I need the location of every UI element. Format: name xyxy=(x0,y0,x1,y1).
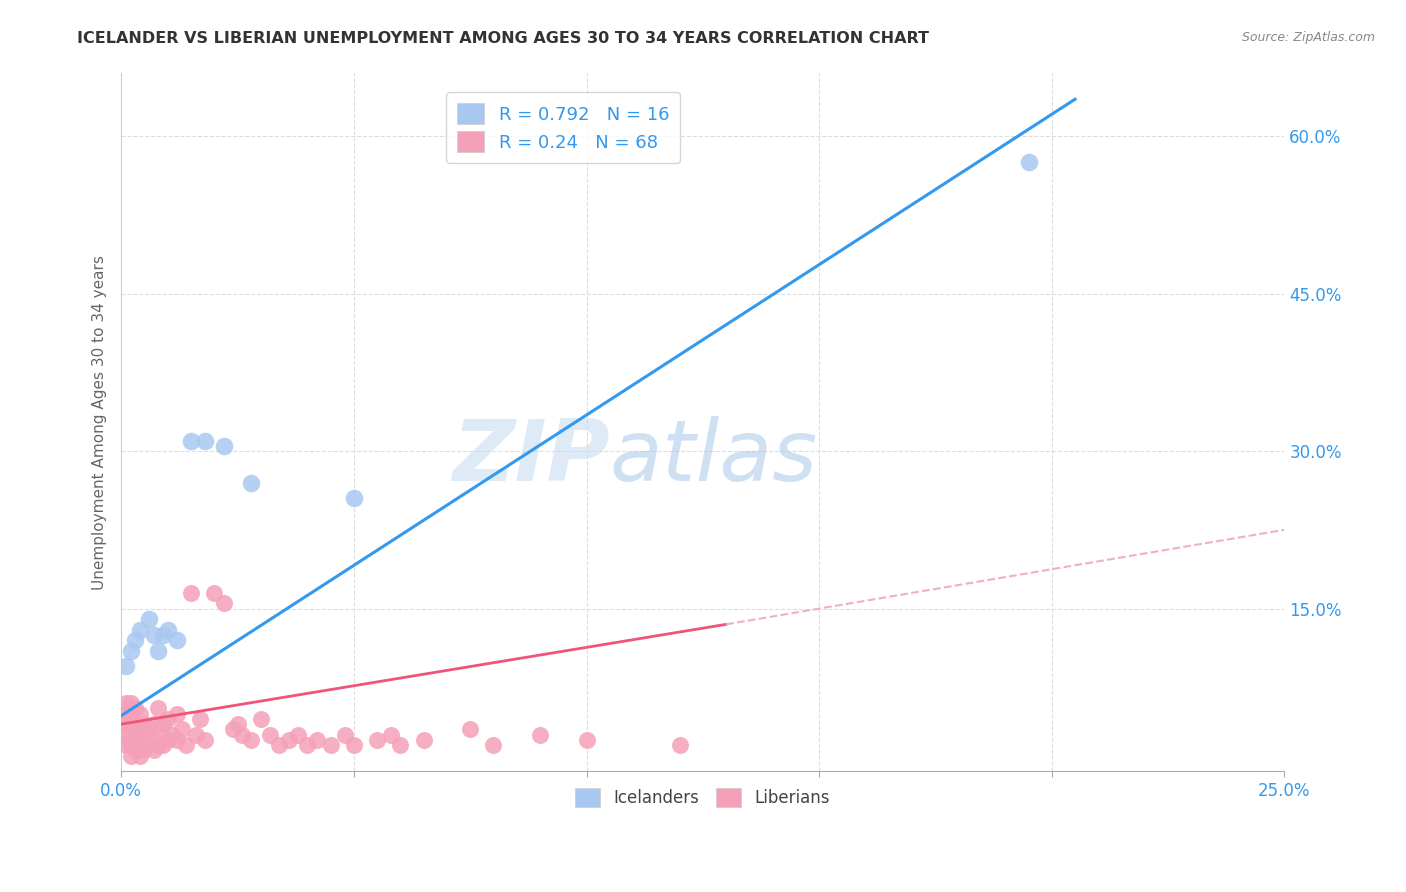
Point xyxy=(156,623,179,637)
Point xyxy=(134,743,156,757)
Point xyxy=(482,738,505,752)
Point xyxy=(156,732,179,747)
Point xyxy=(124,633,146,648)
Point xyxy=(128,723,150,737)
Point xyxy=(166,706,188,721)
Point xyxy=(319,738,342,752)
Point xyxy=(120,748,142,763)
Point xyxy=(142,743,165,757)
Point xyxy=(231,728,253,742)
Point xyxy=(152,738,174,752)
Point xyxy=(226,717,249,731)
Point xyxy=(170,723,193,737)
Point xyxy=(249,712,271,726)
Point xyxy=(1018,155,1040,169)
Point xyxy=(166,633,188,648)
Point xyxy=(194,434,217,448)
Point xyxy=(124,701,146,715)
Point xyxy=(240,475,263,490)
Legend: Icelanders, Liberians: Icelanders, Liberians xyxy=(567,780,838,815)
Point xyxy=(115,659,138,673)
Text: ZIP: ZIP xyxy=(453,416,610,499)
Point xyxy=(240,732,263,747)
Point xyxy=(120,717,142,731)
Point xyxy=(128,706,150,721)
Point xyxy=(212,596,235,610)
Point xyxy=(138,723,160,737)
Point xyxy=(115,717,138,731)
Point xyxy=(366,732,388,747)
Point xyxy=(269,738,291,752)
Y-axis label: Unemployment Among Ages 30 to 34 years: Unemployment Among Ages 30 to 34 years xyxy=(93,255,107,590)
Point xyxy=(142,628,165,642)
Point xyxy=(148,723,170,737)
Point xyxy=(277,732,299,747)
Point xyxy=(287,728,309,742)
Point xyxy=(333,728,356,742)
Point xyxy=(142,717,165,731)
Point xyxy=(297,738,319,752)
Point xyxy=(148,738,170,752)
Point xyxy=(115,696,138,710)
Point xyxy=(134,717,156,731)
Point xyxy=(115,738,138,752)
Point xyxy=(120,706,142,721)
Point xyxy=(128,623,150,637)
Point xyxy=(134,732,156,747)
Point xyxy=(194,732,217,747)
Text: ICELANDER VS LIBERIAN UNEMPLOYMENT AMONG AGES 30 TO 34 YEARS CORRELATION CHART: ICELANDER VS LIBERIAN UNEMPLOYMENT AMONG… xyxy=(77,31,929,46)
Point xyxy=(389,738,412,752)
Point xyxy=(152,628,174,642)
Point xyxy=(120,696,142,710)
Point xyxy=(162,728,184,742)
Point xyxy=(156,712,179,726)
Point xyxy=(128,738,150,752)
Point xyxy=(529,728,551,742)
Point xyxy=(138,738,160,752)
Point xyxy=(412,732,434,747)
Point xyxy=(138,612,160,626)
Point xyxy=(124,743,146,757)
Point xyxy=(180,586,202,600)
Point xyxy=(222,723,245,737)
Point xyxy=(575,732,598,747)
Point xyxy=(259,728,281,742)
Text: atlas: atlas xyxy=(610,416,818,499)
Point xyxy=(128,748,150,763)
Point xyxy=(202,586,225,600)
Point xyxy=(148,643,170,657)
Point xyxy=(120,728,142,742)
Point xyxy=(188,712,211,726)
Text: Source: ZipAtlas.com: Source: ZipAtlas.com xyxy=(1241,31,1375,45)
Point xyxy=(184,728,207,742)
Point xyxy=(343,491,366,506)
Point xyxy=(120,738,142,752)
Point xyxy=(152,717,174,731)
Point xyxy=(115,728,138,742)
Point xyxy=(148,701,170,715)
Point xyxy=(142,732,165,747)
Point xyxy=(305,732,328,747)
Point xyxy=(176,738,198,752)
Point xyxy=(343,738,366,752)
Point xyxy=(380,728,402,742)
Point xyxy=(180,434,202,448)
Point xyxy=(166,732,188,747)
Point xyxy=(458,723,481,737)
Point xyxy=(115,706,138,721)
Point xyxy=(212,439,235,453)
Point xyxy=(668,738,690,752)
Point xyxy=(124,723,146,737)
Point xyxy=(124,732,146,747)
Point xyxy=(120,643,142,657)
